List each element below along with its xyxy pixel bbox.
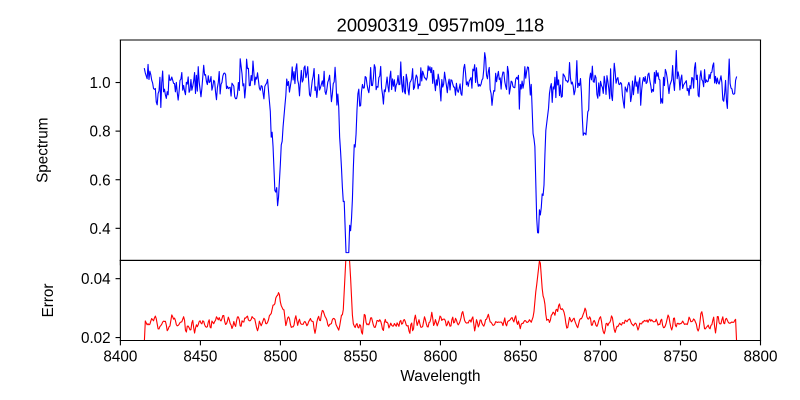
svg-text:8650: 8650 (503, 348, 537, 365)
svg-text:8750: 8750 (664, 348, 698, 365)
svg-text:20090319_0957m09_118: 20090319_0957m09_118 (337, 15, 545, 37)
svg-text:8700: 8700 (583, 348, 617, 365)
svg-text:0.02: 0.02 (81, 330, 111, 347)
svg-text:8400: 8400 (103, 348, 137, 365)
svg-text:8450: 8450 (183, 348, 217, 365)
svg-text:0.4: 0.4 (89, 221, 111, 238)
svg-text:8800: 8800 (744, 348, 778, 365)
svg-text:Wavelength: Wavelength (400, 368, 480, 385)
svg-text:0.04: 0.04 (81, 271, 111, 288)
svg-text:Spectrum: Spectrum (34, 118, 51, 183)
svg-text:0.8: 0.8 (89, 124, 110, 141)
svg-text:1.0: 1.0 (89, 75, 110, 92)
svg-text:Error: Error (40, 283, 57, 317)
svg-text:8600: 8600 (423, 348, 457, 365)
svg-text:0.6: 0.6 (89, 172, 110, 189)
svg-text:8500: 8500 (263, 348, 297, 365)
svg-text:8550: 8550 (343, 348, 377, 365)
